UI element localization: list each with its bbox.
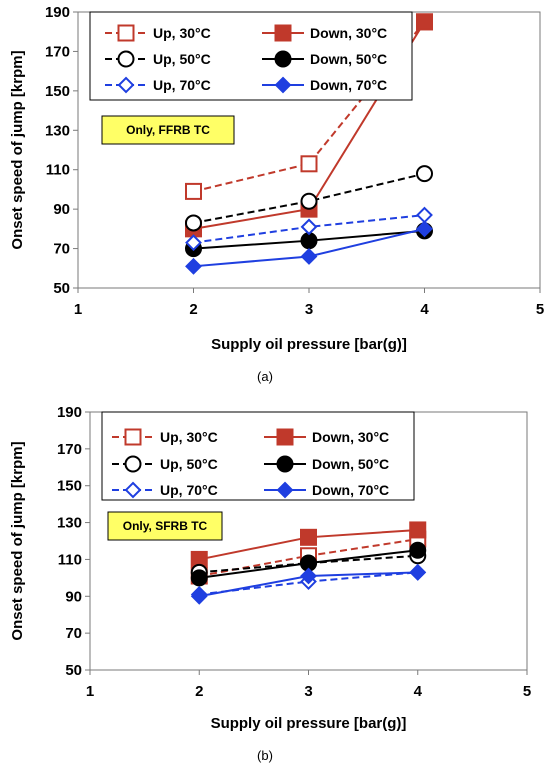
legend-marker (117, 50, 135, 68)
legend-marker (124, 481, 142, 499)
y-tick-label: 50 (65, 662, 82, 679)
legend-box (101, 411, 415, 501)
x-tick-label: 5 (523, 683, 531, 700)
x-tick-label: 1 (86, 683, 94, 700)
data-point (409, 521, 427, 539)
legend-label: Up, 50°C (153, 51, 211, 67)
legend: Up, 30°C Down, 30°C Up, 50°C Down, 50°C Up, … (101, 411, 415, 501)
data-point (416, 206, 433, 224)
series-line-2 (193, 172, 425, 224)
x-axis-label: Supply oil pressure [bar(g)] (211, 336, 407, 353)
legend-marker (274, 24, 292, 42)
x-tick-label: 1 (74, 301, 82, 318)
y-tick-label: 170 (45, 43, 70, 60)
legend-marker (274, 76, 292, 94)
figure-caption: (b) (257, 748, 273, 763)
legend-label: Up, 70°C (153, 77, 211, 93)
x-tick-label: 4 (414, 683, 423, 700)
y-tick-label: 50 (53, 280, 70, 297)
legend-label: Down, 50°C (312, 456, 389, 472)
data-point (190, 569, 208, 587)
figure-caption: (a) (257, 369, 273, 384)
chart-0: 50 70 90 110 130 150 170 190 1 2 3 4 5 Supply oil pre… (9, 4, 544, 384)
legend-label: Up, 30°C (153, 25, 211, 41)
data-point (409, 563, 427, 581)
x-tick-label: 3 (304, 683, 312, 700)
data-point (185, 214, 202, 232)
x-tick-label: 2 (189, 301, 197, 318)
y-tick-label: 110 (58, 551, 82, 568)
series-line-2 (199, 554, 418, 574)
y-tick-label: 150 (45, 83, 70, 100)
y-tick-label: 110 (46, 162, 70, 179)
x-tick-label: 3 (305, 301, 313, 318)
annotation-text: Only, FFRB TC (126, 123, 210, 137)
data-point (300, 155, 318, 173)
y-tick-label: 70 (65, 625, 82, 642)
data-point (185, 234, 202, 252)
data-point (416, 13, 433, 31)
data-point (300, 232, 318, 250)
legend-label: Down, 30°C (310, 25, 387, 41)
data-point (300, 218, 318, 236)
legend-label: Down, 50°C (310, 51, 387, 67)
legend-marker (124, 428, 142, 446)
legend-label: Down, 70°C (312, 482, 389, 498)
y-tick-label: 70 (53, 241, 70, 258)
y-tick-label: 190 (57, 404, 82, 421)
legend-marker (117, 24, 135, 42)
data-point (416, 165, 433, 183)
annotation-box (107, 511, 223, 541)
x-tick-label: 4 (420, 301, 429, 318)
legend-marker (276, 428, 294, 446)
data-point (300, 248, 318, 265)
annotation-box (101, 115, 235, 145)
legend-label: Up, 70°C (160, 482, 218, 498)
annotation-text: Only, SFRB TC (123, 519, 208, 533)
legend-marker (276, 481, 294, 499)
legend: Up, 30°C Down, 30°C Up, 50°C Down, 50°C Up, … (89, 11, 413, 101)
y-tick-label: 170 (57, 441, 82, 458)
y-axis-label: Onset speed of jump [krpm] (9, 50, 26, 249)
legend-marker (274, 50, 292, 68)
y-tick-label: 130 (57, 515, 82, 532)
data-point (300, 567, 317, 585)
legend-marker (117, 76, 135, 94)
legend-marker (124, 455, 142, 473)
data-point (185, 182, 202, 200)
y-tick-label: 190 (45, 4, 70, 21)
y-tick-label: 130 (45, 122, 70, 139)
x-tick-label: 2 (195, 683, 203, 700)
legend-marker (276, 455, 294, 473)
legend-label: Up, 50°C (160, 456, 218, 472)
x-tick-label: 5 (536, 301, 544, 318)
data-point (185, 257, 202, 275)
y-tick-label: 150 (57, 478, 82, 495)
chart-1: 50 70 90 110 130 150 170 190 1 2 3 4 5 Supply oil pre… (9, 404, 531, 763)
y-axis-label: Onset speed of jump [krpm] (9, 441, 26, 640)
legend-label: Down, 30°C (312, 429, 389, 445)
legend-label: Up, 30°C (160, 429, 218, 445)
y-tick-label: 90 (65, 588, 82, 605)
data-point (300, 528, 317, 546)
data-point (416, 220, 433, 238)
series-line-0 (193, 21, 426, 193)
data-point (409, 541, 427, 559)
y-tick-label: 90 (53, 201, 70, 218)
legend-label: Down, 70°C (310, 77, 387, 93)
data-point (190, 587, 208, 605)
x-axis-label: Supply oil pressure [bar(g)] (211, 715, 407, 732)
data-point (300, 192, 318, 210)
